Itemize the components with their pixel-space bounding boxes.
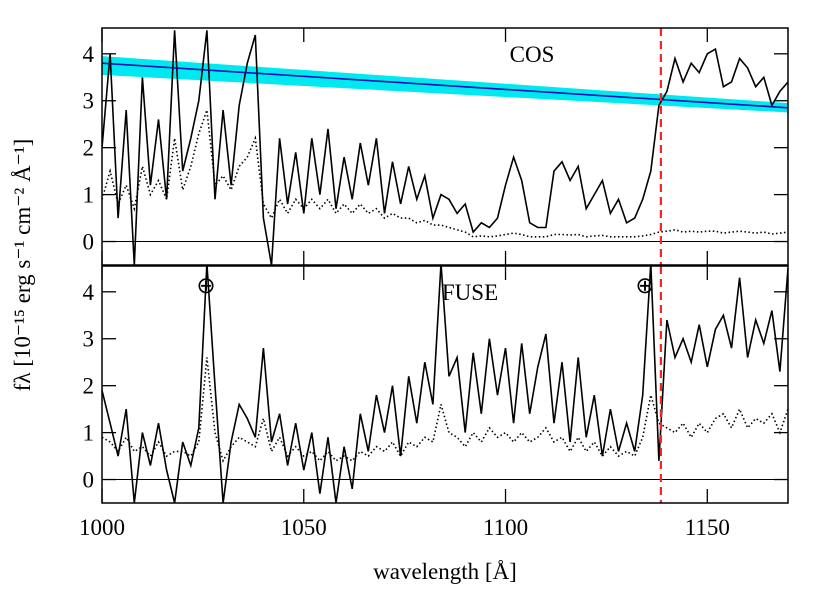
annotation: ⊕ <box>635 273 654 298</box>
plot-frame <box>101 265 789 504</box>
y-tick-label: 1 <box>83 183 95 208</box>
error-line <box>102 357 788 463</box>
y-tick-label: 0 <box>83 468 95 493</box>
y-tick-label: 3 <box>83 327 95 352</box>
x-axis-label: wavelength [Å] <box>373 559 517 584</box>
spectrum-line <box>102 266 788 503</box>
y-tick-label: 0 <box>83 230 95 255</box>
error-band <box>102 56 788 113</box>
y-tick-label: 3 <box>83 89 95 114</box>
plot-area <box>102 28 788 265</box>
spectrum-line <box>102 30 788 265</box>
y-axis-label: fλ [10⁻¹⁵ erg s⁻¹ cm⁻² Å⁻¹] <box>10 139 35 392</box>
x-tick-label: 1050 <box>281 515 327 540</box>
y-tick-label: 4 <box>83 280 95 305</box>
annotation: COS <box>510 42 555 67</box>
plot-frame <box>101 27 789 266</box>
spectrum-line <box>102 62 788 109</box>
plot-area <box>102 266 788 503</box>
error-line <box>102 109 788 238</box>
annotation: ⊕ <box>196 273 215 298</box>
y-tick-label: 2 <box>83 374 95 399</box>
y-tick-label: 4 <box>83 42 95 67</box>
x-tick-label: 1000 <box>79 515 125 540</box>
annotation: FUSE <box>442 280 498 305</box>
x-tick-label: 1150 <box>685 515 730 540</box>
y-tick-label: 2 <box>83 136 95 161</box>
y-tick-label: 1 <box>83 421 95 446</box>
x-tick-label: 1100 <box>483 515 528 540</box>
